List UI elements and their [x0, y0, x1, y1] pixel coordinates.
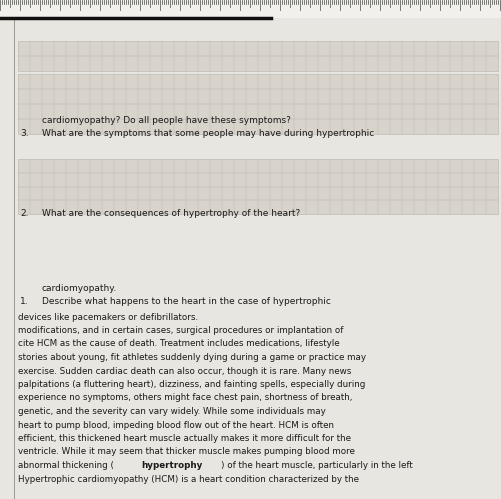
Text: cardiomyopathy? Do all people have these symptoms?: cardiomyopathy? Do all people have these… [42, 116, 290, 125]
Text: Hypertrophic cardiomyopathy (HCM) is a heart condition characterized by the: Hypertrophic cardiomyopathy (HCM) is a h… [18, 475, 358, 484]
Text: modifications, and in certain cases, surgical procedures or implantation of: modifications, and in certain cases, sur… [18, 326, 343, 335]
Text: stories about young, fit athletes suddenly dying during a game or practice may: stories about young, fit athletes sudden… [18, 353, 365, 362]
Text: cardiomyopathy.: cardiomyopathy. [42, 284, 117, 293]
Text: palpitations (a fluttering heart), dizziness, and fainting spells, especially du: palpitations (a fluttering heart), dizzi… [18, 380, 365, 389]
Bar [18, 74, 497, 134]
Text: efficient, this thickened heart muscle actually makes it more difficult for the: efficient, this thickened heart muscle a… [18, 434, 350, 443]
Text: 2.: 2. [20, 209, 29, 218]
Text: abnormal thickening (: abnormal thickening ( [18, 461, 114, 470]
Text: cite HCM as the cause of death. Treatment includes medications, lifestyle: cite HCM as the cause of death. Treatmen… [18, 339, 339, 348]
Text: 3.: 3. [20, 129, 29, 138]
Text: What are the consequences of hypertrophy of the heart?: What are the consequences of hypertrophy… [42, 209, 300, 218]
Bar [18, 41, 497, 71]
Text: genetic, and the severity can vary widely. While some individuals may: genetic, and the severity can vary widel… [18, 407, 325, 416]
Text: heart to pump blood, impeding blood flow out of the heart. HCM is often: heart to pump blood, impeding blood flow… [18, 421, 333, 430]
Text: ventricle. While it may seem that thicker muscle makes pumping blood more: ventricle. While it may seem that thicke… [18, 448, 354, 457]
Text: exercise. Sudden cardiac death can also occur, though it is rare. Many news: exercise. Sudden cardiac death can also … [18, 366, 351, 376]
Text: devices like pacemakers or defibrillators.: devices like pacemakers or defibrillator… [18, 312, 198, 321]
Bar [18, 159, 497, 214]
Text: ) of the heart muscle, particularly in the left: ) of the heart muscle, particularly in t… [220, 461, 412, 470]
Text: hypertrophy: hypertrophy [141, 461, 203, 470]
Text: experience no symptoms, others might face chest pain, shortness of breath,: experience no symptoms, others might fac… [18, 394, 352, 403]
Text: 1.: 1. [20, 297, 29, 306]
Bar [0, 0, 501, 18]
Text: What are the symptoms that some people may have during hypertrophic: What are the symptoms that some people m… [42, 129, 374, 138]
Text: Describe what happens to the heart in the case of hypertrophic: Describe what happens to the heart in th… [42, 297, 330, 306]
